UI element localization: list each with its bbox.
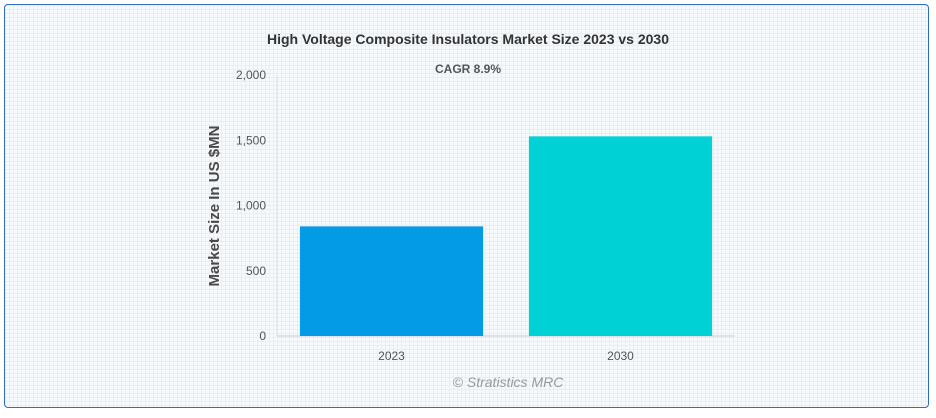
y-tick-label: 500 <box>246 264 266 278</box>
y-tick-label: 1,000 <box>236 199 266 213</box>
chart-frame <box>4 4 929 408</box>
y-tick-label: 0 <box>259 329 266 343</box>
y-tick-labels: 0 500 1,000 1,500 2,000 <box>236 68 266 343</box>
bars <box>299 136 713 336</box>
y-axis-label: Market Size In US $MN <box>206 126 223 287</box>
bar-2023[interactable] <box>299 226 484 336</box>
y-tick-label: 1,500 <box>236 133 266 147</box>
chart-subtitle: CAGR 8.9% <box>435 62 501 76</box>
x-tick-label: 2023 <box>378 349 405 363</box>
x-tick-labels: 2023 2030 <box>378 349 634 363</box>
y-tick-label: 2,000 <box>236 68 266 82</box>
chart-title: High Voltage Composite Insulators Market… <box>267 31 669 47</box>
bar-2030[interactable] <box>528 136 713 336</box>
x-tick-label: 2030 <box>607 349 634 363</box>
credit-text: © Stratistics MRC <box>453 374 565 390</box>
